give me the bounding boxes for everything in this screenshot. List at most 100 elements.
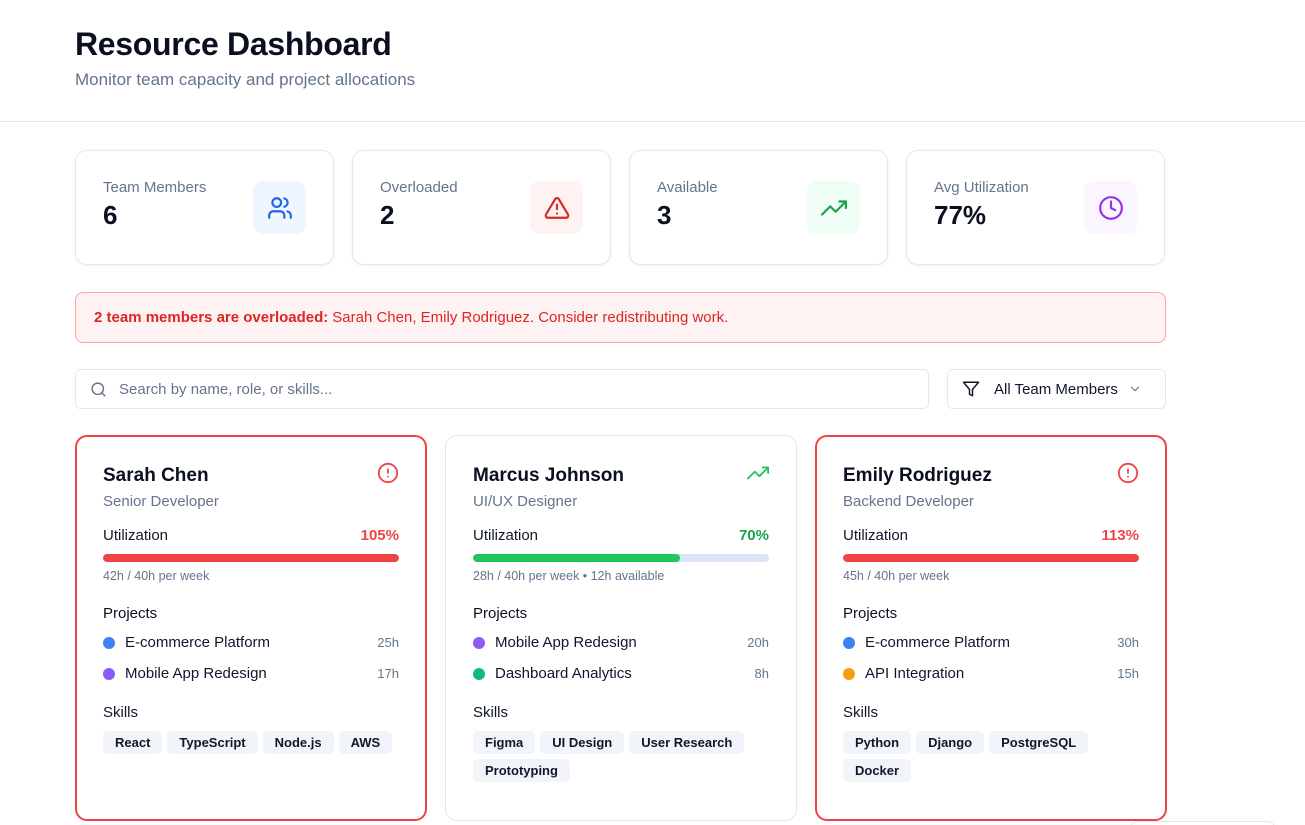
- team-filter-select[interactable]: All Team Members: [947, 369, 1166, 409]
- chevron-down-icon: [1128, 382, 1142, 396]
- page-header: Resource Dashboard Monitor team capacity…: [0, 0, 1305, 122]
- page-subtitle: Monitor team capacity and project alloca…: [75, 70, 416, 89]
- skill-tag: User Research: [629, 731, 745, 754]
- floating-button[interactable]: [1130, 821, 1275, 825]
- project-hours: 15h: [1117, 666, 1139, 681]
- project-item: Mobile App Redesign 20h: [473, 627, 769, 658]
- projects-heading: Projects: [103, 605, 158, 622]
- utilization-row: Utilization 105%: [103, 527, 399, 544]
- utilization-label: Utilization: [843, 527, 909, 544]
- member-name: Sarah Chen: [103, 465, 209, 486]
- utilization-label: Utilization: [473, 527, 539, 544]
- project-name: API Integration: [865, 665, 965, 682]
- stat-label: Available: [657, 179, 718, 196]
- skill-tag: UI Design: [540, 731, 625, 754]
- skills-list: React TypeScript Node.js AWS: [103, 731, 399, 754]
- stat-label: Team Members: [103, 179, 207, 196]
- alert-triangle-icon: [530, 181, 583, 234]
- trending-up-icon: [807, 181, 860, 234]
- stats-row: Team Members 6 Overloaded 2 Available 3: [75, 150, 1166, 265]
- utilization-percent: 70%: [738, 527, 769, 544]
- skill-tag: Node.js: [262, 731, 334, 754]
- member-card-sarah-chen[interactable]: Sarah Chen Senior Developer Utilization …: [75, 435, 427, 821]
- project-name: E-commerce Platform: [125, 634, 271, 651]
- skills-heading: Skills: [843, 704, 879, 721]
- stat-card-team-members: Team Members 6: [75, 150, 334, 265]
- project-hours: 25h: [377, 635, 399, 650]
- skill-tag: AWS: [338, 731, 393, 754]
- trending-up-icon: [747, 462, 769, 484]
- project-list: E-commerce Platform 25h Mobile App Redes…: [103, 627, 399, 689]
- utilization-bar: [103, 554, 399, 562]
- stat-value: 6: [103, 200, 118, 230]
- member-role: UI/UX Designer: [473, 493, 578, 510]
- skill-tag: Docker: [843, 759, 912, 782]
- project-hours: 30h: [1117, 635, 1139, 650]
- stat-card-overloaded: Overloaded 2: [352, 150, 611, 265]
- page-title: Resource Dashboard: [75, 26, 392, 62]
- project-item: API Integration 15h: [843, 658, 1139, 689]
- member-card-marcus-johnson[interactable]: Marcus Johnson UI/UX Designer Utilizatio…: [445, 435, 797, 821]
- skill-tag: React: [103, 731, 163, 754]
- utilization-bar-fill: [473, 554, 681, 562]
- users-icon: [253, 181, 306, 234]
- utilization-row: Utilization 113%: [843, 527, 1139, 544]
- skill-tag: Python: [843, 731, 912, 754]
- clock-icon: [1084, 181, 1137, 234]
- utilization-bar-fill: [103, 554, 399, 562]
- utilization-bar: [843, 554, 1139, 562]
- skill-tag: Prototyping: [473, 759, 570, 782]
- project-color-dot: [843, 667, 855, 680]
- hours-summary: 28h / 40h per week • 12h available: [473, 569, 665, 583]
- search-input[interactable]: [119, 380, 899, 398]
- skills-heading: Skills: [473, 704, 509, 721]
- project-hours: 17h: [377, 666, 399, 681]
- project-hours: 8h: [754, 666, 769, 681]
- project-item: E-commerce Platform 30h: [843, 627, 1139, 658]
- overload-alert: 2 team members are overloaded: Sarah Che…: [75, 292, 1166, 343]
- stat-card-avg-utilization: Avg Utilization 77%: [906, 150, 1165, 265]
- utilization-percent: 105%: [360, 527, 399, 544]
- member-name: Emily Rodriguez: [843, 465, 992, 486]
- project-name: Mobile App Redesign: [125, 665, 267, 682]
- member-card-emily-rodriguez[interactable]: Emily Rodriguez Backend Developer Utiliz…: [815, 435, 1167, 821]
- project-color-dot: [103, 636, 115, 649]
- projects-heading: Projects: [473, 605, 528, 622]
- search-icon: [90, 381, 107, 398]
- utilization-percent: 113%: [1101, 527, 1139, 544]
- skills-list: Figma UI Design User Research Prototypin…: [473, 731, 769, 782]
- utilization-bar-fill: [843, 554, 1139, 562]
- utilization-bar: [473, 554, 769, 562]
- main-content: Team Members 6 Overloaded 2 Available 3: [75, 150, 1167, 821]
- skills-heading: Skills: [103, 704, 139, 721]
- alert-title: 2 team members are overloaded:: [94, 309, 329, 326]
- skill-tag: Figma: [473, 731, 536, 754]
- search-box: [75, 369, 929, 409]
- project-color-dot: [473, 667, 485, 680]
- project-color-dot: [843, 636, 855, 649]
- member-role: Backend Developer: [843, 493, 974, 510]
- hours-summary: 45h / 40h per week: [843, 569, 950, 583]
- member-cards: Sarah Chen Senior Developer Utilization …: [75, 435, 1167, 821]
- project-item: E-commerce Platform 25h: [103, 627, 399, 658]
- project-item: Mobile App Redesign 17h: [103, 658, 399, 689]
- stat-value: 3: [657, 200, 672, 230]
- alert-circle-icon: [377, 462, 399, 484]
- project-color-dot: [473, 636, 485, 649]
- stat-label: Overloaded: [380, 179, 458, 196]
- filter-selected-value: All Team Members: [994, 380, 1118, 398]
- skill-tag: TypeScript: [167, 731, 258, 754]
- member-name: Marcus Johnson: [473, 465, 624, 486]
- project-item: Dashboard Analytics 8h: [473, 658, 769, 689]
- project-list: E-commerce Platform 30h API Integration …: [843, 627, 1139, 689]
- skills-list: Python Django PostgreSQL Docker: [843, 731, 1139, 782]
- skill-tag: PostgreSQL: [989, 731, 1089, 754]
- alert-circle-icon: [1117, 462, 1139, 484]
- utilization-label: Utilization: [103, 527, 169, 544]
- hours-summary: 42h / 40h per week: [103, 569, 210, 583]
- project-color-dot: [103, 667, 115, 680]
- alert-message: Sarah Chen, Emily Rodriguez. Consider re…: [332, 309, 729, 326]
- skill-tag: Django: [916, 731, 985, 754]
- utilization-row: Utilization 70%: [473, 527, 769, 544]
- stat-value: 2: [380, 200, 395, 230]
